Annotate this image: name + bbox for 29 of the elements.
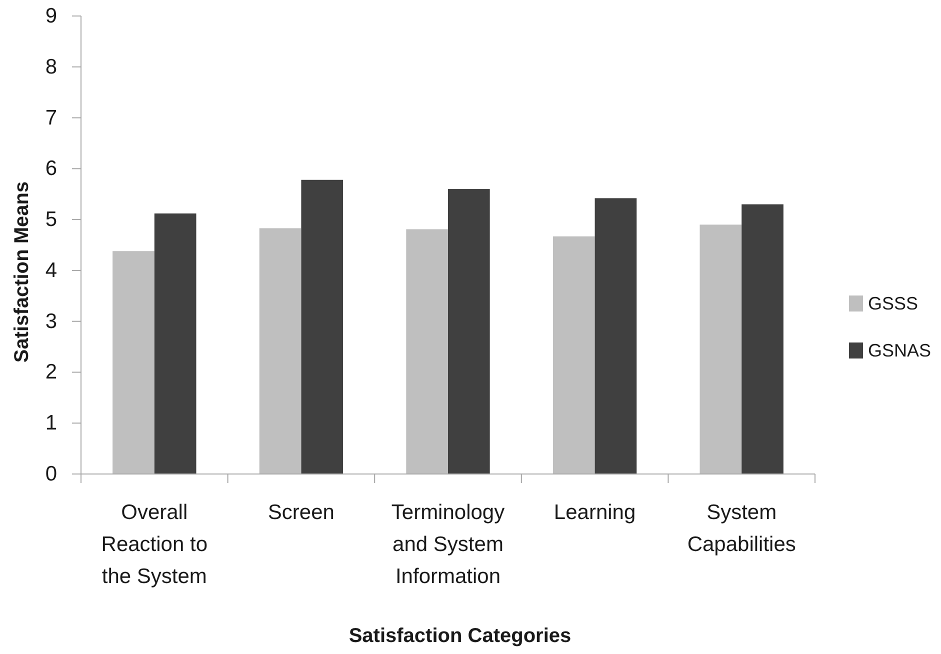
y-tick-label: 2 (45, 360, 57, 384)
y-tick-label: 4 (45, 258, 58, 282)
x-tick-label: Terminology and System Information (391, 500, 506, 588)
y-tick-label: 0 (45, 462, 57, 486)
bar (594, 198, 637, 474)
y-tick-label: 1 (45, 412, 57, 435)
bar (742, 204, 784, 474)
y-tick-label: 5 (45, 208, 57, 232)
bar (700, 224, 742, 474)
y-tick-label: 8 (45, 55, 57, 78)
y-tick-label: 9 (45, 4, 57, 28)
bar (448, 189, 490, 474)
y-tick-label: 6 (45, 157, 57, 180)
y-tick-label: 3 (45, 310, 57, 333)
y-axis-title: Satisfaction Means (11, 181, 33, 363)
legend-label: GSSS (868, 294, 918, 314)
bar (406, 229, 448, 474)
x-tick-label: Screen (268, 500, 334, 524)
bar (154, 213, 196, 474)
x-axis-title: Satisfaction Categories (348, 625, 572, 647)
bar (259, 228, 302, 474)
bar (301, 180, 344, 474)
x-tick-label: Overall Reaction to the System (101, 500, 208, 588)
y-tick-label: 7 (45, 106, 57, 130)
bar (552, 236, 595, 474)
bar (112, 251, 154, 474)
x-tick-label: Learning (554, 500, 636, 524)
legend-label: GSNAS (868, 340, 932, 360)
x-tick-label: System Capabilities (687, 500, 796, 556)
